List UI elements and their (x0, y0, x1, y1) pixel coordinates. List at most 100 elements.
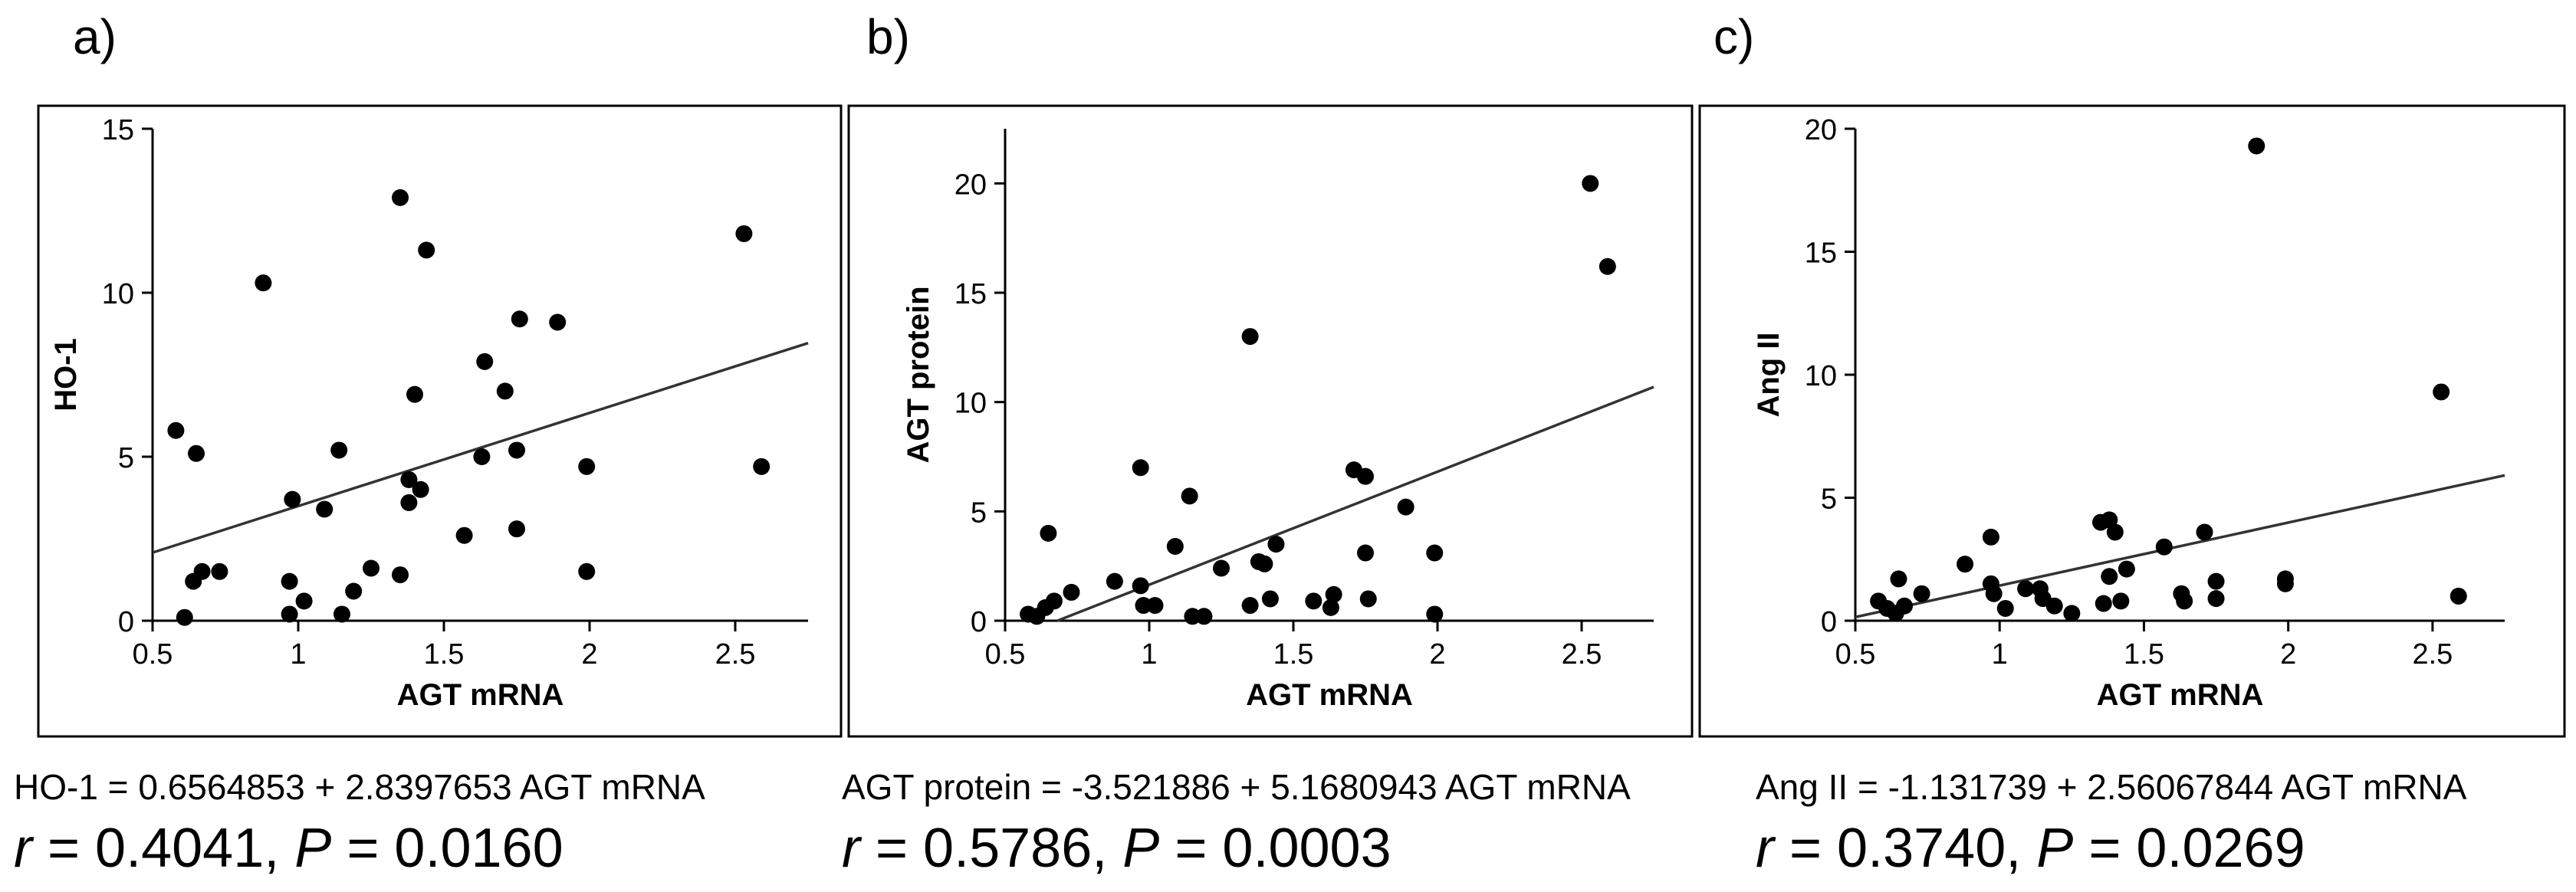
y-axis-label-c: Ang II (1752, 332, 1786, 417)
panel-b: b) 0.5 1 1.5 2 2.5 0 5 10 15 20 AGT mRNA AGT protein (847, 9, 1694, 738)
data-point-c (2017, 580, 2035, 598)
regression-line-b (1056, 385, 1654, 622)
data-point-a (549, 313, 567, 331)
x-tick-label-a: 2 (581, 638, 597, 671)
data-point-c (2106, 523, 2124, 541)
r-value-c: = 0.3740, (1789, 818, 2022, 879)
stats-b: r = 0.5786, P = 0.0003 (842, 817, 1392, 880)
y-tick-label-c: 5 (1821, 484, 1837, 516)
y-tick-label-c: 15 (1805, 238, 1837, 270)
y-tick-label-b: 0 (971, 606, 987, 638)
data-point-c (2196, 523, 2213, 541)
x-tick-label-a: 2.5 (715, 638, 756, 671)
x-tick-label-b: 0.5 (985, 638, 1026, 671)
x-axis-label-c: AGT mRNA (2097, 678, 2264, 712)
panel-label-c: c) (1714, 9, 1754, 64)
y-tick-label-c: 20 (1805, 114, 1837, 146)
data-point-a (176, 608, 193, 626)
x-axis-label-a: AGT mRNA (397, 678, 564, 712)
regression-line-a (152, 341, 809, 554)
data-point-b (1267, 536, 1285, 553)
equation-c: Ang II = -1.131739 + 2.56067844 AGT mRNA (1756, 767, 2467, 807)
data-point-a (281, 605, 298, 623)
data-point-c (1996, 599, 2014, 617)
data-point-b (1256, 555, 1273, 572)
data-point-a (255, 274, 272, 292)
panel-frame-b (847, 104, 1694, 738)
data-point-b (1357, 467, 1374, 485)
x-axis-label-b: AGT mRNA (1246, 678, 1413, 712)
data-point-a (284, 490, 301, 508)
data-point-c (2450, 587, 2467, 605)
data-point-b (1397, 498, 1414, 516)
data-point-c (1957, 556, 1974, 573)
y-axis-label-a: HO-1 (49, 338, 83, 412)
data-point-c (2276, 575, 2294, 592)
data-point-c (2433, 383, 2450, 401)
data-point-a (330, 441, 348, 459)
data-point-b (1040, 524, 1057, 542)
data-point-a (412, 480, 429, 498)
data-point-a (511, 310, 528, 328)
x-tick-label-b: 2 (1429, 638, 1445, 671)
panel-a: a) 0.5 1 1.5 2 2.5 0 5 10 15 AGT mRNA HO-1 (37, 9, 843, 738)
data-point-b (1359, 590, 1377, 608)
data-point-a (281, 572, 298, 590)
data-point-a (578, 457, 596, 475)
regression-line-c (1855, 474, 2505, 618)
data-point-a (496, 382, 514, 400)
data-point-b (1181, 487, 1198, 505)
data-point-c (1985, 585, 2003, 602)
data-point-c (2118, 560, 2135, 578)
data-point-a (735, 225, 753, 242)
data-point-b (1598, 257, 1616, 275)
data-point-c (1890, 570, 1907, 588)
data-point-b (1426, 605, 1444, 623)
data-point-c (1895, 597, 1913, 615)
data-point-b (1166, 537, 1184, 555)
y-tick-label-b: 10 (955, 388, 987, 420)
panel-label-a: a) (73, 9, 117, 64)
data-point-a (418, 241, 435, 259)
data-point-b (1213, 559, 1230, 577)
equation-a: HO-1 = 0.6564853 + 2.8397653 AGT mRNA (14, 767, 705, 807)
data-point-b (1045, 592, 1063, 610)
data-point-a (578, 562, 596, 580)
r-label-c: r (1756, 818, 1774, 879)
data-point-b (1135, 597, 1152, 615)
r-value-b: = 0.5786, (876, 818, 1108, 879)
data-point-b (1582, 175, 1599, 192)
stats-c: r = 0.3740, P = 0.0269 (1756, 817, 2305, 880)
panel-frame-a (37, 104, 843, 738)
data-point-a (392, 566, 409, 584)
data-point-b (1106, 572, 1123, 590)
r-value-a: = 0.4041, (48, 818, 280, 879)
y-tick-label-b: 5 (971, 497, 987, 529)
p-value-c: = 0.0269 (2088, 818, 2305, 879)
data-point-a (363, 559, 380, 577)
p-label-a: P (294, 818, 332, 879)
data-point-b (1241, 597, 1259, 615)
data-point-b (1146, 597, 1164, 615)
p-value-b: = 0.0003 (1175, 818, 1392, 879)
x-tick-label-a: 1 (290, 638, 306, 671)
y-tick-label-c: 0 (1821, 606, 1837, 638)
data-point-c (2248, 137, 2266, 155)
y-tick-label-b: 15 (955, 278, 987, 310)
data-point-b (1063, 583, 1080, 601)
y-tick-label-a: 0 (118, 606, 134, 638)
data-point-c (2045, 597, 2063, 615)
p-label-b: P (1122, 818, 1160, 879)
data-point-b (1241, 328, 1259, 346)
data-point-c (2207, 590, 2225, 608)
x-tick-label-c: 1 (1992, 638, 2008, 671)
data-point-c (2063, 605, 2081, 622)
data-point-b (1426, 544, 1444, 562)
panel-c: c) 0.5 1 1.5 2 2.5 0 5 10 15 20 AGT mRNA Ang II (1698, 9, 2566, 738)
data-point-a (508, 441, 525, 459)
data-point-c (2112, 592, 2130, 610)
y-tick-label-c: 10 (1805, 360, 1837, 392)
data-point-b (1261, 590, 1279, 608)
data-point-b (1195, 608, 1213, 625)
data-point-a (188, 444, 205, 462)
